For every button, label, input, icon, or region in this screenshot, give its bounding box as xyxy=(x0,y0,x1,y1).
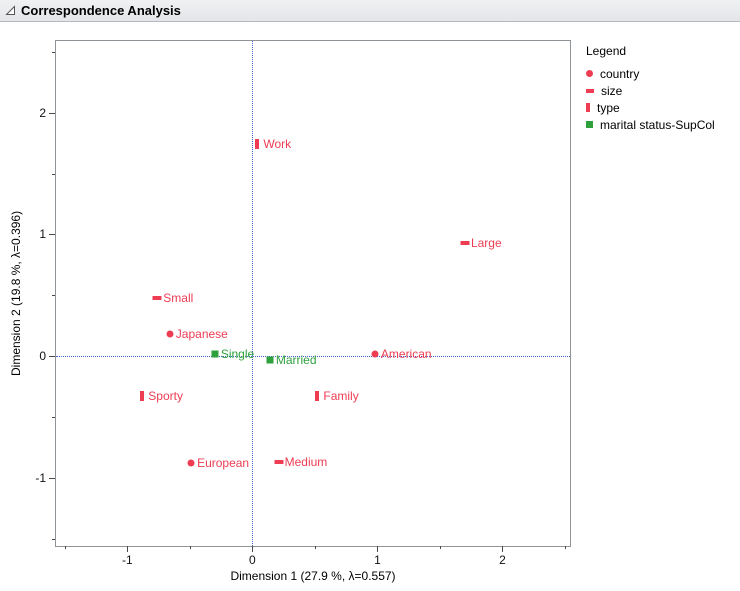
x-zero-reference-line xyxy=(252,41,254,546)
x-axis-minor-tick xyxy=(564,546,566,549)
legend-item-label: marital status-SupCol xyxy=(600,117,715,132)
legend-panel: Legend country size type marital status-Sup… xyxy=(586,44,715,133)
x-axis-minor-tick xyxy=(314,546,316,549)
point-label-japanese: Japanese xyxy=(175,327,228,342)
legend-item-size[interactable]: size xyxy=(586,82,715,99)
y-axis-minor-tick xyxy=(52,295,55,297)
point-label-american: American xyxy=(380,346,432,361)
x-axis-tick xyxy=(377,546,379,552)
x-axis-minor-tick xyxy=(189,546,191,549)
y-axis-tick xyxy=(49,112,55,114)
legend-item-marital-status-supcol[interactable]: marital status-SupCol xyxy=(586,116,715,133)
legend-item-type[interactable]: type xyxy=(586,99,715,116)
data-point-japanese[interactable] xyxy=(166,330,174,338)
point-label-family: Family xyxy=(323,389,359,404)
report-title-bar[interactable]: Correspondence Analysis xyxy=(0,0,740,22)
disclosure-triangle-icon[interactable] xyxy=(5,5,16,16)
data-point-sporty[interactable] xyxy=(140,391,145,402)
y-axis-tick xyxy=(49,234,55,236)
y-axis-minor-tick xyxy=(52,51,55,53)
x-axis-title: Dimension 1 (27.9 %, λ=0.557) xyxy=(230,569,396,583)
y-zero-reference-line xyxy=(56,356,570,358)
point-label-married: Married xyxy=(275,352,317,367)
y-axis-minor-tick xyxy=(52,417,55,418)
data-point-large[interactable] xyxy=(460,241,470,245)
data-point-medium[interactable] xyxy=(274,460,284,465)
legend-item-label: country xyxy=(600,66,640,81)
x-axis-tick-label: 0 xyxy=(249,553,256,567)
legend-items: country size type marital status-SupCol xyxy=(586,65,715,133)
y-axis-minor-tick xyxy=(52,538,55,540)
x-axis-tick xyxy=(252,546,254,552)
data-point-american[interactable] xyxy=(371,350,379,358)
legend-title: Legend xyxy=(586,44,627,58)
y-axis-tick-label: 2 xyxy=(39,105,46,120)
legend-item-label: type xyxy=(597,100,620,115)
legend-item-country[interactable]: country xyxy=(586,65,715,82)
data-point-family[interactable] xyxy=(315,391,320,402)
y-axis-tick-label: 1 xyxy=(39,227,46,242)
x-axis-tick xyxy=(502,546,504,552)
point-label-medium: Medium xyxy=(284,455,328,470)
x-axis-tick-label: -1 xyxy=(121,553,133,567)
square-marker-icon xyxy=(586,121,593,128)
legend-item-label: size xyxy=(601,83,623,98)
data-point-european[interactable] xyxy=(187,459,195,467)
report-title: Correspondence Analysis xyxy=(21,3,181,18)
point-label-single: Single xyxy=(220,346,255,361)
plot-area[interactable]: -1 0 1 2 -1 0 1 2 Japanese American European Small L… xyxy=(35,40,571,567)
y-axis-tick-label: -1 xyxy=(35,470,46,485)
data-point-single[interactable] xyxy=(211,350,219,358)
point-label-small: Small xyxy=(163,290,194,305)
y-axis-minor-tick xyxy=(52,173,55,175)
point-label-european: European xyxy=(197,456,250,471)
y-axis-tick-label: 0 xyxy=(39,349,46,364)
data-point-work[interactable] xyxy=(255,139,260,150)
x-axis-tick-label: 1 xyxy=(374,553,381,567)
x-axis-minor-tick xyxy=(439,546,441,549)
y-axis-tick xyxy=(49,356,55,358)
hbar-marker-icon xyxy=(586,88,594,93)
y-axis-title: Dimension 2 (19.8 %, λ=0.396) xyxy=(9,210,23,377)
x-axis-minor-tick xyxy=(64,546,66,549)
point-label-large: Large xyxy=(470,236,502,250)
x-axis-tick xyxy=(127,546,129,552)
vbar-marker-icon xyxy=(586,103,590,112)
data-point-small[interactable] xyxy=(152,295,162,300)
data-point-married[interactable] xyxy=(266,356,274,364)
x-axis-tick-label: 2 xyxy=(499,553,506,567)
y-axis-tick xyxy=(49,477,55,479)
point-label-sporty: Sporty xyxy=(148,389,183,404)
point-label-work: Work xyxy=(263,137,292,152)
circle-marker-icon xyxy=(586,70,593,77)
